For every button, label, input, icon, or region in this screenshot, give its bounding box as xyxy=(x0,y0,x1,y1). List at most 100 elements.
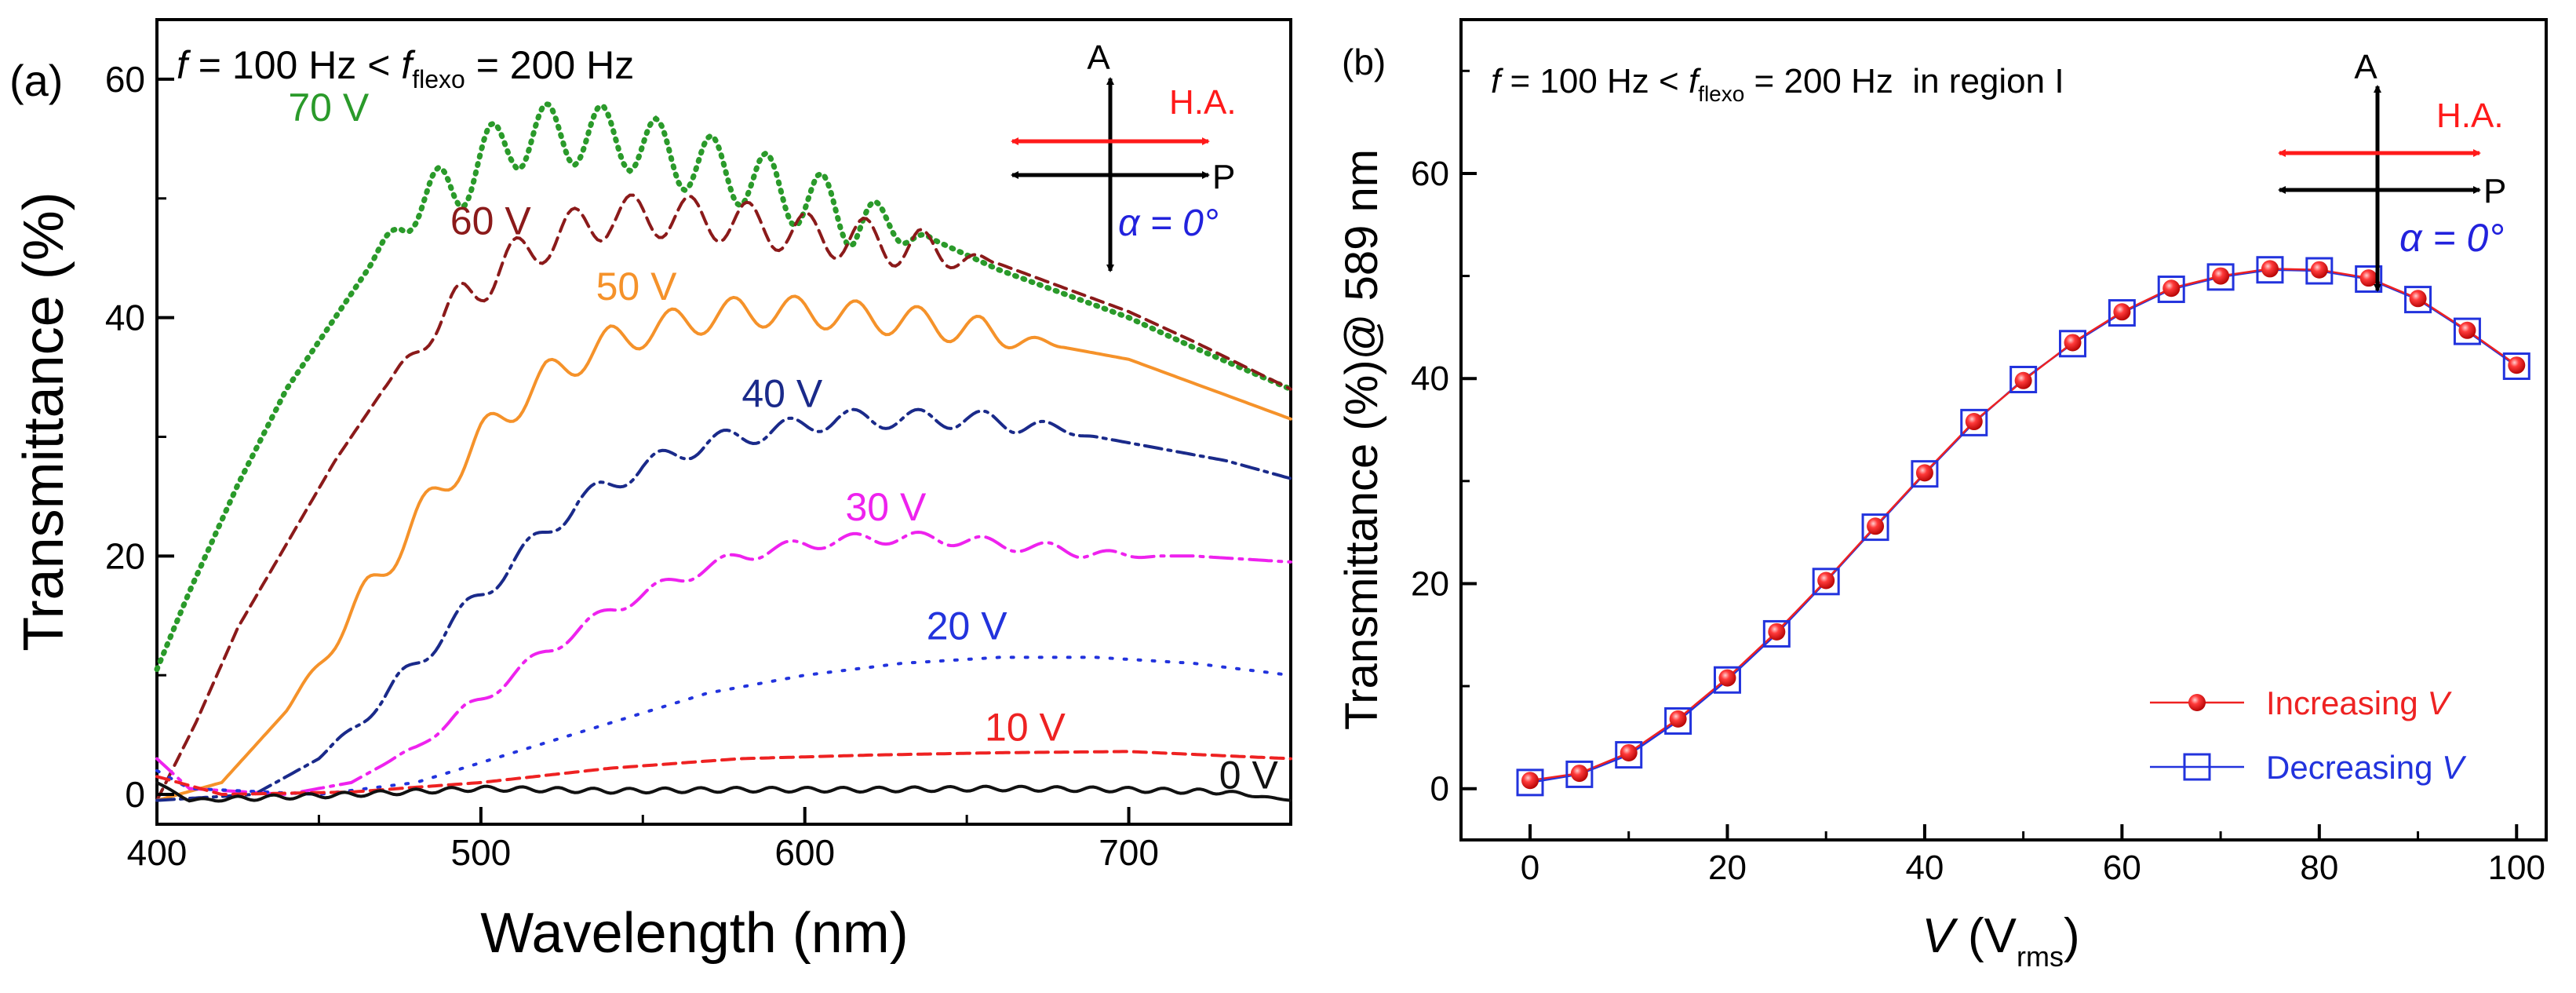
increasing-point xyxy=(1718,669,1736,687)
increasing-point xyxy=(1620,743,1638,761)
y-tick-label-b: 0 xyxy=(1430,770,1449,809)
plot-frame-a xyxy=(155,18,1292,826)
x-tick-label-b: 40 xyxy=(1905,849,1944,887)
title-b: f = 100 Hz < fflexo = 200 Hz in region I xyxy=(1491,62,2064,106)
ha-label-a: H.A. xyxy=(1169,83,1237,122)
ha-label-b: H.A. xyxy=(2436,97,2504,135)
y-tick-label-a: 60 xyxy=(105,59,145,100)
series-line-10v xyxy=(155,750,1292,796)
decreasing-point xyxy=(1664,706,1692,735)
x-tick-label-a: 600 xyxy=(774,832,835,873)
increasing-point xyxy=(2162,279,2181,298)
legend-b: Increasing V Decreasing V xyxy=(2150,685,2467,786)
series-line-50v xyxy=(155,294,1292,802)
x-tick-label-a: 700 xyxy=(1099,832,1159,873)
series-b xyxy=(1516,256,2530,797)
increasing-point xyxy=(1669,710,1687,728)
decreasing-point xyxy=(2404,286,2432,314)
decreasing-point xyxy=(1565,760,1594,788)
decreasing-point xyxy=(1911,460,1939,488)
decreasing-point xyxy=(2453,317,2481,345)
series-lines-a xyxy=(154,100,1294,803)
polarizer-label-a: P xyxy=(1212,158,1235,196)
series-label-30v: 30 V xyxy=(845,485,927,529)
y-tick-label-b: 20 xyxy=(1411,564,1449,603)
legend-marker-decreasing xyxy=(2183,753,2211,781)
series-line-70v xyxy=(154,100,1294,673)
increasing-point xyxy=(1570,765,1588,783)
x-axis-title-a: Wavelength (nm) xyxy=(480,902,909,965)
y-tick-label-a: 40 xyxy=(105,298,145,338)
y-tick-label-a: 0 xyxy=(125,774,145,815)
increasing-point xyxy=(2359,269,2377,287)
axis-ticks-b: 0 20 40 60 80 100 0 20 40 60 xyxy=(1411,69,2545,887)
series-label-50v: 50 V xyxy=(596,265,678,308)
y-axis-title-b: Transmittance (%)@ 589 nm xyxy=(1336,149,1387,730)
series-labels-a: 70 V 60 V 50 V 40 V 30 V 20 V 10 V 0 V xyxy=(288,86,1278,797)
title-a: f = 100 Hz < fflexo = 200 Hz xyxy=(177,43,634,93)
legend-item-decreasing: Decreasing V xyxy=(2150,749,2467,786)
series-label-0v: 0 V xyxy=(1219,753,1279,797)
y-tick-label-a: 20 xyxy=(105,535,145,576)
decreasing-point xyxy=(2059,330,2087,358)
x-tick-label-b: 80 xyxy=(2300,849,2338,887)
legend-marker-increasing xyxy=(2188,694,2206,711)
x-tick-label-a: 500 xyxy=(450,832,511,873)
legend-label-increasing: Increasing V xyxy=(2266,685,2452,721)
increasing-point xyxy=(1965,413,1983,431)
polarizer-inset-a: A P H.A. α = 0° xyxy=(1011,38,1237,272)
legend-item-increasing: Increasing V xyxy=(2150,685,2452,721)
plot-frame-b xyxy=(1459,18,2548,841)
decreasing-point xyxy=(2355,265,2383,293)
polarizer-label-b: P xyxy=(2483,172,2506,210)
x-tick-label-b: 20 xyxy=(1708,849,1747,887)
increasing-point xyxy=(1867,517,1885,535)
x-tick-label-a: 400 xyxy=(127,832,188,873)
y-axis-title-a: Transmittance (%) xyxy=(13,192,75,651)
panel-b: (b) 0 20 40 60 80 100 0 20 40 60 f = 100 Hz < ffl… xyxy=(1336,18,2548,973)
axis-ticks-a: 400 500 600 700 0 20 40 60 xyxy=(105,59,1159,873)
series-line-60v xyxy=(155,193,1292,802)
polarizer-inset-b: A P H.A. α = 0° xyxy=(2278,48,2506,292)
analyzer-label-a: A xyxy=(1087,38,1110,77)
increasing-point xyxy=(2458,321,2476,339)
increasing-point xyxy=(2508,356,2526,374)
series-label-20v: 20 V xyxy=(927,604,1008,648)
increasing-point xyxy=(1915,464,1933,482)
decreasing-point xyxy=(2206,263,2235,291)
decreasing-point xyxy=(1516,768,1544,797)
y-tick-label-b: 40 xyxy=(1411,360,1449,398)
series-label-60v: 60 V xyxy=(450,199,532,243)
increasing-point xyxy=(2261,260,2279,278)
series-label-40v: 40 V xyxy=(741,372,823,416)
decreasing-point xyxy=(2108,299,2136,327)
panel-a: (a) 400 500 600 700 0 20 40 60 70 V 60 V 50 V 40 V… xyxy=(9,18,1294,965)
increasing-point xyxy=(2113,303,2131,321)
analyzer-label-b: A xyxy=(2354,48,2377,86)
x-axis-title-b: V (Vrms) xyxy=(1922,909,2079,973)
increasing-point xyxy=(2310,261,2328,279)
decreasing-point xyxy=(1762,619,1791,648)
decreasing-point xyxy=(2256,256,2284,284)
increasing-point xyxy=(1768,622,1786,641)
increasing-point xyxy=(2409,290,2427,308)
x-tick-label-b: 60 xyxy=(2103,849,2141,887)
x-tick-label-b: 0 xyxy=(1521,849,1539,887)
increasing-point xyxy=(2212,267,2230,285)
y-tick-label-b: 60 xyxy=(1411,155,1449,193)
legend-label-decreasing: Decreasing V xyxy=(2266,749,2467,786)
decreasing-point xyxy=(2305,257,2334,285)
decreasing-point xyxy=(1960,408,1988,436)
decreasing-point xyxy=(2009,365,2038,393)
increasing-point xyxy=(2014,371,2032,389)
series-line-40v xyxy=(155,407,1292,802)
series-line-30v xyxy=(155,530,1292,797)
decreasing-point xyxy=(1713,666,1741,694)
increasing-point xyxy=(1521,772,1539,790)
increasing-point xyxy=(1817,571,1835,590)
decreasing-point xyxy=(1615,741,1643,769)
decreasing-point xyxy=(1812,568,1840,596)
decreasing-point xyxy=(2157,276,2185,304)
panel-b-label: (b) xyxy=(1342,42,1386,82)
decreasing-point xyxy=(2502,352,2530,381)
